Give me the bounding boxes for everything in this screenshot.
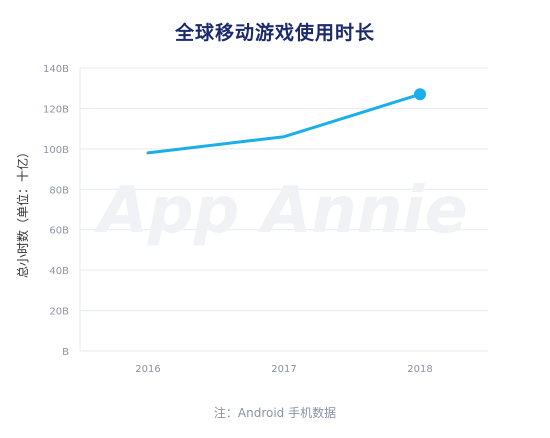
x-tick-label-2017: 2017 [271, 364, 296, 375]
y-tick-label-80: 80B [49, 185, 69, 196]
y-tick-label-60: 60B [49, 226, 69, 237]
data-point-2018 [414, 88, 426, 101]
y-tick-label-140: 140B [43, 64, 69, 75]
y-tick-label-100: 100B [43, 145, 69, 156]
series-line-0 [146, 92, 422, 155]
y-tick-labels: B 20B 40B 60B 80B 100B 120B 140B [43, 64, 69, 358]
y-tick-label-120: 120B [43, 104, 69, 115]
y-tick-label-0: B [62, 347, 69, 358]
footnote: 注：Android 手机数据 [213, 406, 337, 420]
grid-lines [79, 67, 488, 352]
x-tick-label-2018: 2018 [407, 364, 432, 375]
y-tick-label-20: 20B [49, 307, 69, 318]
x-tick-labels: 2016 2017 2018 [135, 364, 432, 375]
watermark-text: App Annie [93, 174, 467, 248]
y-axis-label: 总小时数（单位：十亿） [15, 146, 30, 278]
y-tick-label-40: 40B [49, 266, 69, 277]
series-layer [146, 88, 426, 155]
x-tick-label-2016: 2016 [135, 364, 160, 375]
chart-title: 全球移动游戏使用时长 [174, 22, 375, 44]
